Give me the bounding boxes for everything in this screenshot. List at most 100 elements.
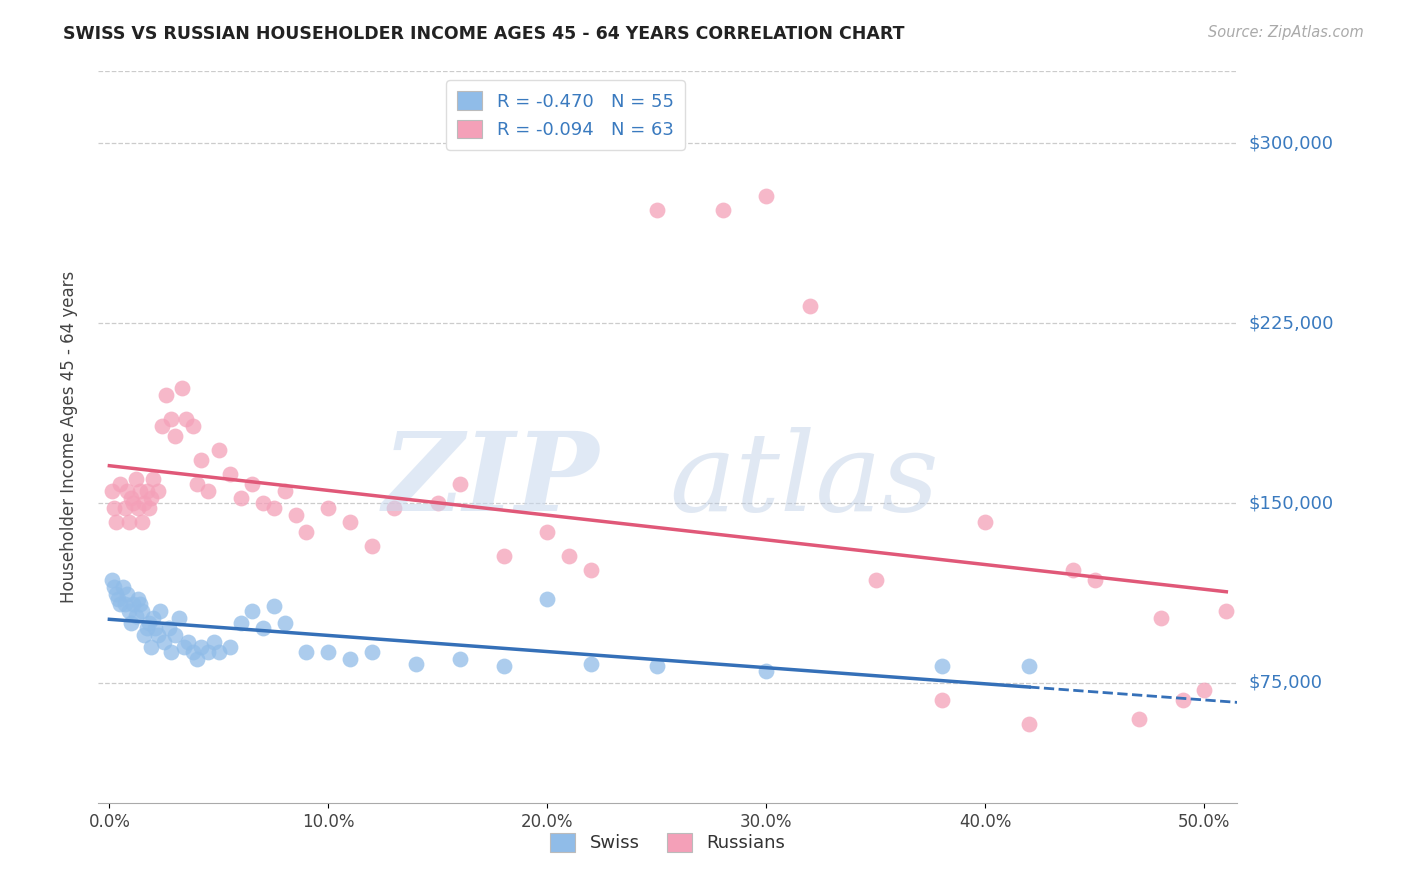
Point [318, 645, 340, 659]
Point [579, 657, 602, 671]
Point [129, 597, 152, 611]
Point [142, 472, 165, 486]
Point [138, 615, 160, 630]
Point [149, 604, 172, 618]
Point [263, 599, 285, 614]
Point [124, 472, 146, 486]
Point [1149, 611, 1171, 625]
Point [104, 587, 127, 601]
Point [190, 640, 212, 654]
Point [263, 500, 285, 515]
Text: $300,000: $300,000 [1249, 135, 1333, 153]
Point [339, 652, 361, 666]
Point [138, 500, 160, 515]
Point [186, 652, 208, 666]
Point [405, 657, 427, 671]
Point [208, 645, 231, 659]
Point [134, 628, 156, 642]
Point [103, 500, 125, 515]
Point [159, 645, 181, 659]
Point [240, 604, 263, 618]
Point [131, 604, 153, 618]
Point [131, 515, 153, 529]
Point [240, 476, 263, 491]
Point [295, 524, 318, 539]
Point [295, 645, 318, 659]
Point [492, 659, 515, 673]
Point [110, 476, 132, 491]
Point [755, 189, 778, 203]
Point [1128, 712, 1150, 726]
Point [104, 515, 127, 529]
Point [103, 580, 125, 594]
Point [129, 483, 152, 498]
Point [558, 549, 581, 563]
Point [165, 429, 187, 443]
Point [426, 496, 449, 510]
Point [197, 483, 219, 498]
Point [159, 412, 181, 426]
Point [974, 515, 997, 529]
Point [153, 635, 176, 649]
Text: ZIP: ZIP [382, 427, 599, 534]
Point [127, 500, 149, 515]
Legend: Swiss, Russians: Swiss, Russians [543, 826, 793, 860]
Point [165, 628, 187, 642]
Text: Source: ZipAtlas.com: Source: ZipAtlas.com [1208, 25, 1364, 40]
Point [120, 615, 142, 630]
Point [252, 621, 274, 635]
Point [190, 453, 212, 467]
Point [139, 491, 162, 506]
Point [181, 419, 204, 434]
Point [579, 563, 602, 577]
Point [118, 515, 141, 529]
Point [361, 645, 384, 659]
Point [146, 483, 169, 498]
Point [124, 608, 146, 623]
Point [127, 591, 149, 606]
Point [122, 597, 145, 611]
Point [169, 611, 191, 625]
Point [146, 628, 169, 642]
Point [361, 539, 384, 553]
Point [155, 388, 177, 402]
Point [645, 203, 668, 218]
Point [931, 659, 953, 673]
Text: $75,000: $75,000 [1249, 673, 1323, 692]
Point [170, 381, 193, 395]
Point [318, 500, 340, 515]
Text: SWISS VS RUSSIAN HOUSEHOLDER INCOME AGES 45 - 64 YEARS CORRELATION CHART: SWISS VS RUSSIAN HOUSEHOLDER INCOME AGES… [63, 25, 905, 43]
Text: atlas: atlas [669, 427, 939, 534]
Point [273, 615, 295, 630]
Point [339, 515, 361, 529]
Point [135, 621, 157, 635]
Point [135, 483, 157, 498]
Point [173, 640, 195, 654]
Point [218, 640, 240, 654]
Point [115, 483, 138, 498]
Point [114, 500, 136, 515]
Point [100, 483, 122, 498]
Point [229, 491, 252, 506]
Point [536, 591, 558, 606]
Text: $225,000: $225,000 [1249, 314, 1334, 332]
Point [755, 664, 778, 678]
Point [536, 524, 558, 539]
Point [107, 591, 129, 606]
Point [115, 587, 138, 601]
Point [1062, 563, 1084, 577]
Point [492, 549, 515, 563]
Point [1215, 604, 1237, 618]
Point [449, 652, 471, 666]
Point [1171, 692, 1194, 706]
Point [273, 483, 295, 498]
Point [181, 645, 204, 659]
Point [174, 412, 197, 426]
Point [145, 621, 167, 635]
Point [799, 299, 821, 313]
Y-axis label: Householder Income Ages 45 - 64 years: Householder Income Ages 45 - 64 years [59, 271, 77, 603]
Point [142, 611, 165, 625]
Point [157, 621, 180, 635]
Point [931, 692, 953, 706]
Point [1018, 659, 1040, 673]
